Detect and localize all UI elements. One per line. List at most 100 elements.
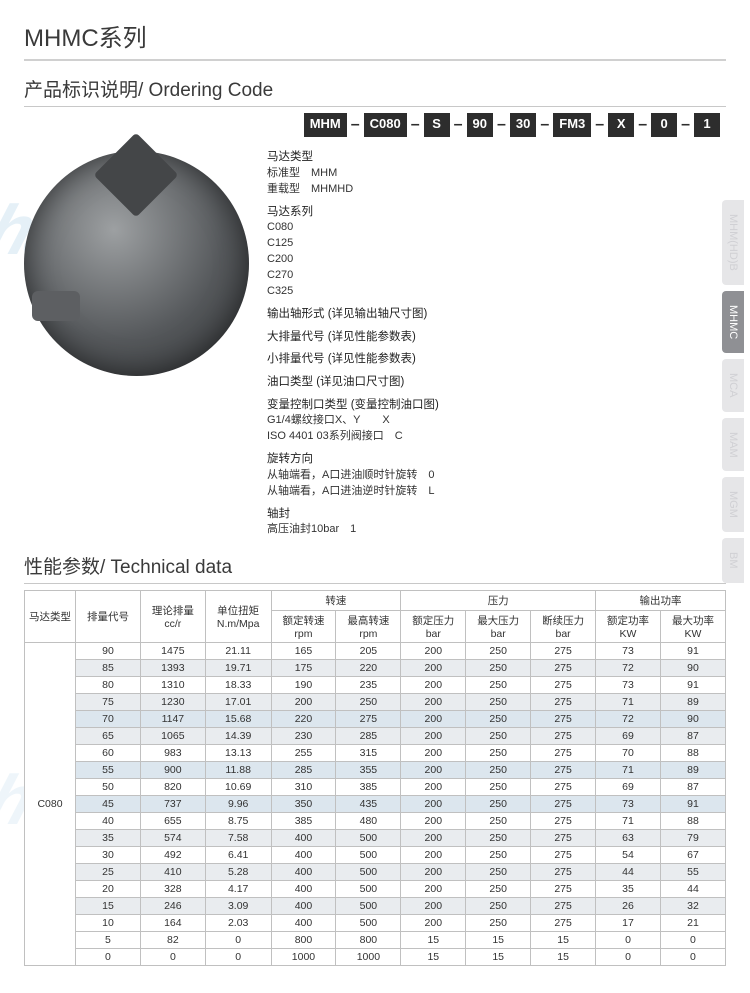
table-row: 70114715.682202752002502757290 (25, 711, 726, 728)
cell: 8.75 (205, 813, 271, 830)
code-box-5: FM3 (553, 113, 591, 137)
cell: 13.13 (205, 745, 271, 762)
cell: 1147 (140, 711, 205, 728)
tab-bm[interactable]: BM (722, 538, 744, 583)
table-row: 65106514.392302852002502756987 (25, 728, 726, 745)
cell: 164 (140, 915, 205, 932)
desc-line: 从轴端看，A口进油顺时针旋转 0 (267, 468, 726, 484)
desc-group-7: 旋转方向从轴端看，A口进油顺时针旋转 0从轴端看，A口进油逆时针旋转 L (267, 451, 726, 500)
cell: 275 (336, 711, 401, 728)
cell: 54 (596, 847, 661, 864)
cell: 250 (466, 915, 531, 932)
cell: 275 (531, 677, 596, 694)
cell: 800 (336, 932, 401, 949)
table-row: 457379.963504352002502757391 (25, 796, 726, 813)
cell: 55 (76, 762, 141, 779)
cell: 82 (140, 932, 205, 949)
cell: 1065 (140, 728, 205, 745)
cell: 91 (660, 643, 725, 660)
cell: 165 (271, 643, 336, 660)
cell: 73 (596, 796, 661, 813)
cell: 492 (140, 847, 205, 864)
cell: 73 (596, 677, 661, 694)
table-row: 254105.284005002002502754455 (25, 864, 726, 881)
cell: 15 (76, 898, 141, 915)
cell: 44 (660, 881, 725, 898)
table-row: 304926.414005002002502755467 (25, 847, 726, 864)
cell: 205 (336, 643, 401, 660)
cell: 67 (660, 847, 725, 864)
cell: 500 (336, 898, 401, 915)
desc-line: C270 (267, 268, 726, 284)
cell: 800 (271, 932, 336, 949)
cell: 44 (596, 864, 661, 881)
cell: 400 (271, 864, 336, 881)
cell: 200 (401, 694, 466, 711)
desc-line: C125 (267, 236, 726, 252)
cell: 355 (336, 762, 401, 779)
cell: 79 (660, 830, 725, 847)
cell: 737 (140, 796, 205, 813)
cell: 71 (596, 813, 661, 830)
cell: 17 (596, 915, 661, 932)
cell: 200 (401, 745, 466, 762)
cell: 500 (336, 830, 401, 847)
cell: 250 (466, 830, 531, 847)
cell: 91 (660, 677, 725, 694)
table-row: C08090147521.111652052002502757391 (25, 643, 726, 660)
cell: 285 (271, 762, 336, 779)
code-box-6: X (608, 113, 634, 137)
col-header: 输出功率 (596, 591, 726, 611)
cell: 90 (660, 711, 725, 728)
code-dash: – (454, 113, 463, 137)
table-row: 152463.094005002002502752632 (25, 898, 726, 915)
cell: 72 (596, 660, 661, 677)
cell: 45 (76, 796, 141, 813)
cell: 20 (76, 881, 141, 898)
cell: 5 (76, 932, 141, 949)
cell: 17.01 (205, 694, 271, 711)
cell: 0 (76, 949, 141, 966)
cell: 250 (466, 711, 531, 728)
cell: 250 (466, 677, 531, 694)
cell: 275 (531, 745, 596, 762)
cell: 328 (140, 881, 205, 898)
table-row: 406558.753854802002502757188 (25, 813, 726, 830)
cell: 275 (531, 813, 596, 830)
cell: 200 (401, 847, 466, 864)
cell: 400 (271, 830, 336, 847)
cell: 75 (76, 694, 141, 711)
desc-line: 从轴端看，A口进油逆时针旋转 L (267, 484, 726, 500)
cell: 69 (596, 779, 661, 796)
table-row: 85139319.711752202002502757290 (25, 660, 726, 677)
cell: 1310 (140, 677, 205, 694)
cell: 400 (271, 881, 336, 898)
col-header: 单位扭矩N.m/Mpa (205, 591, 271, 643)
desc-group-5: 油口类型 (详见油口尺寸图) (267, 374, 726, 391)
cell: 25 (76, 864, 141, 881)
cell: 250 (466, 796, 531, 813)
cell: 200 (401, 660, 466, 677)
col-header: 额定转速rpm (271, 611, 336, 643)
cell: 19.71 (205, 660, 271, 677)
desc-line: 重载型 MHMHD (267, 182, 726, 198)
cell: 200 (401, 881, 466, 898)
cell: 71 (596, 762, 661, 779)
table-row: 80131018.331902352002502757391 (25, 677, 726, 694)
desc-group-0: 马达类型标准型 MHM重载型 MHMHD (267, 149, 726, 198)
code-box-3: 90 (467, 113, 493, 137)
cell: 500 (336, 864, 401, 881)
cell: 21.11 (205, 643, 271, 660)
cell: 983 (140, 745, 205, 762)
table-row: 6098313.132553152002502757088 (25, 745, 726, 762)
code-box-1: C080 (364, 113, 407, 137)
cell: 500 (336, 847, 401, 864)
cell: 175 (271, 660, 336, 677)
cell: 200 (401, 813, 466, 830)
cell: 900 (140, 762, 205, 779)
motor-type-cell: C080 (25, 643, 76, 966)
cell: 275 (531, 711, 596, 728)
cell: 73 (596, 643, 661, 660)
code-dash: – (497, 113, 506, 137)
col-header: 排量代号 (76, 591, 141, 643)
